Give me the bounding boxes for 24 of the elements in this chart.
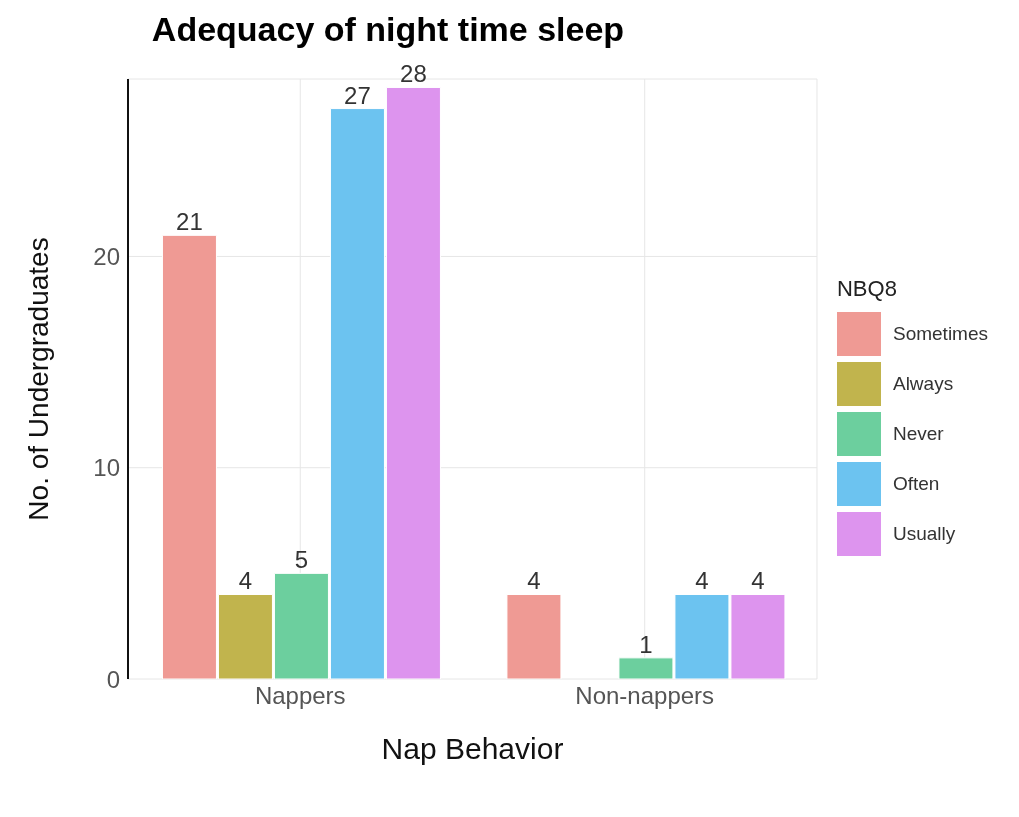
data-label: 1	[639, 630, 653, 658]
data-label: 28	[400, 60, 427, 88]
x-tick-label: Non-nappers	[575, 682, 715, 710]
y-tick-label: 20	[93, 242, 120, 270]
chart-title: Adequacy of night time sleep	[150, 10, 626, 49]
y-axis-title: No. of Undergraduates	[22, 237, 54, 521]
data-label: 4	[695, 567, 709, 595]
legend-label: Often	[892, 473, 940, 495]
data-label: 4	[751, 567, 765, 595]
data-label: 4	[527, 567, 541, 595]
x-tick-label: Nappers	[254, 682, 346, 710]
legend-label: Sometimes	[892, 323, 988, 345]
data-label: 27	[344, 81, 371, 109]
data-label: 4	[238, 567, 253, 595]
y-tick-label: 10	[93, 454, 120, 482]
data-label: 5	[294, 546, 309, 574]
legend-title: NBQ8	[836, 276, 898, 302]
legend-label: Usually	[892, 523, 956, 545]
legend-label: Always	[892, 373, 954, 395]
x-axis-title: Nap Behavior	[381, 732, 564, 765]
bar	[506, 593, 562, 679]
legend-label: Never	[892, 423, 944, 445]
data-label: 21	[176, 208, 203, 236]
y-tick-label: 0	[106, 665, 120, 693]
